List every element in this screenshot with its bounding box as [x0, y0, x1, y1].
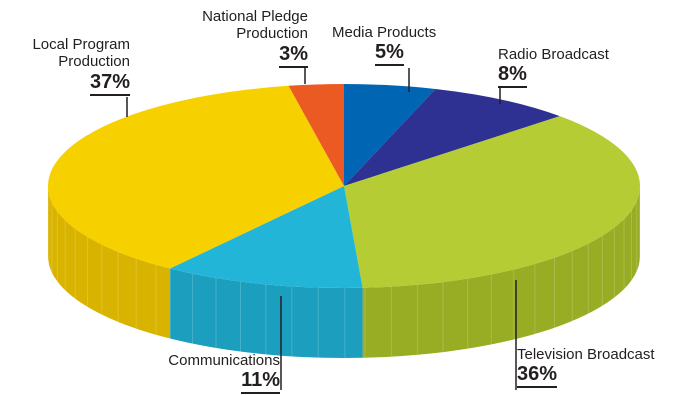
label-tv-pct: 36% [517, 363, 558, 389]
pie-side-local [48, 186, 171, 339]
pie-side-comm [170, 268, 363, 359]
pie-slice-media [344, 84, 436, 186]
label-tv-name: Television Broadcast [517, 346, 655, 363]
pie-side-tv [362, 186, 640, 358]
label-pledge-name-line2: Production [236, 25, 308, 43]
label-local-program-production: Local Program Production 37% [8, 36, 130, 96]
label-pledge-pct: 3% [279, 43, 308, 68]
label-media-products: Media Products 5% [332, 24, 472, 67]
label-local-pct: 37% [89, 71, 130, 96]
pie-slice-comm [170, 186, 363, 288]
label-local-name-line1: Local Program [32, 36, 130, 53]
label-media-name: Media Products [332, 24, 437, 41]
pie-slice-radio [344, 88, 560, 186]
label-radio-broadcast: Radio Broadcast 8% [498, 46, 648, 89]
label-comm-name: Communications [168, 352, 280, 369]
pie-slice-pledge [288, 84, 344, 186]
label-media-pct: 5% [375, 41, 404, 67]
pie-slice-local [47, 85, 344, 269]
label-pledge-name-line1: National Pledge [202, 8, 308, 25]
label-communications: Communications 11% [120, 352, 280, 395]
pie-sides [48, 186, 640, 359]
pie-slice-tv [344, 116, 641, 288]
pie-slices [47, 84, 641, 288]
label-national-pledge-production: National Pledge Production 3% [160, 8, 308, 68]
label-radio-name: Radio Broadcast [498, 46, 609, 63]
label-local-name-line2: Production [58, 53, 130, 71]
label-television-broadcast: Television Broadcast 36% [517, 346, 692, 389]
label-radio-pct: 8% [498, 63, 527, 89]
label-comm-pct: 11% [241, 369, 280, 395]
